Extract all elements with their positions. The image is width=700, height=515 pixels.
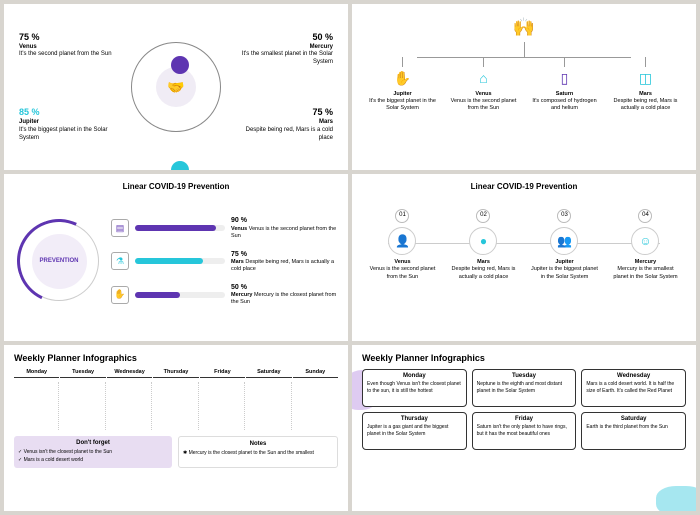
item-icon: ▯: [529, 69, 600, 89]
day-card: TuesdayNeptune is the eighth and most di…: [472, 369, 577, 407]
day-cell: [153, 382, 198, 430]
day-cell: [200, 382, 245, 430]
step-icon: 👥: [550, 227, 578, 255]
tree-item: ⌂VenusVenus is the second planet from th…: [448, 57, 519, 112]
bar-row: ✋50 %Mercury Mercury is the closest plan…: [111, 283, 338, 306]
day-cell: [60, 382, 105, 430]
day-card: MondayEven though Venus isn't the closes…: [362, 369, 467, 407]
row-icon: ⚗: [111, 252, 129, 270]
step-number: 02: [476, 209, 490, 223]
row-icon: ▤: [111, 219, 129, 237]
slide-prevention-steps: Linear COVID-19 Prevention 01👤VenusVenus…: [352, 174, 696, 340]
day-card: WednesdayMars is a cold desert world. It…: [581, 369, 686, 407]
day-cell: [293, 382, 338, 430]
slide-circle-diagram: 🤝 75 %VenusIt's the second planet from t…: [4, 4, 348, 170]
step-icon: 👤: [388, 227, 416, 255]
hands-icon: 🙌: [513, 17, 535, 38]
step-item: 03👥JupiterJupiter is the biggest planet …: [529, 209, 600, 280]
day-header: Thursday: [153, 367, 198, 378]
data-point: [171, 161, 189, 170]
data-label: 75 %MarsDespite being red, Mars is a col…: [233, 107, 333, 142]
item-icon: ✋: [367, 69, 438, 89]
tree-item: ◫MarsDespite being red, Mars is actually…: [610, 57, 681, 112]
step-icon: ●: [469, 227, 497, 255]
bar-row: ▤90 %Venus Venus is the second planet fr…: [111, 216, 338, 239]
list-item: ✓ Venus isn't the closest planet to the …: [18, 448, 168, 456]
slide-title: Linear COVID-19 Prevention: [362, 182, 686, 191]
bar-row: ⚗75 %Mars Despite being red, Mars is act…: [111, 250, 338, 273]
tree-item: ▯SaturnIt's composed of hydrogen and hel…: [529, 57, 600, 112]
blob-decoration: [656, 486, 696, 511]
day-cell: [14, 382, 59, 430]
list-item: ✓ Mars is a cold desert world: [18, 456, 168, 464]
dont-forget-box: Don't forget ✓ Venus isn't the closest p…: [14, 436, 172, 468]
data-label: 75 %VenusIt's the second planet from the…: [19, 32, 119, 59]
slide-title: Linear COVID-19 Prevention: [14, 182, 338, 191]
prevention-ring: PREVENTION: [19, 221, 99, 301]
tree-item: ✋JupiterIt's the biggest planet in the S…: [367, 57, 438, 112]
item-icon: ◫: [610, 69, 681, 89]
step-item: 04☺MercuryMercury is the smallest planet…: [610, 209, 681, 280]
day-header: Tuesday: [60, 367, 105, 378]
step-item: 01👤VenusVenus is the second planet from …: [367, 209, 438, 280]
notes-box: Notes ✱ Mercury is the closest planet to…: [178, 436, 338, 468]
step-icon: ☺: [631, 227, 659, 255]
slide-planner-grid: Weekly Planner Infographics MondayTuesda…: [4, 345, 348, 511]
step-number: 03: [557, 209, 571, 223]
slide-planner-cards: Weekly Planner Infographics MondayEven t…: [352, 345, 696, 511]
day-header: Saturday: [246, 367, 291, 378]
slide-tree: 🙌 ✋JupiterIt's the biggest planet in the…: [352, 4, 696, 170]
data-label: 85 %JupiterIt's the biggest planet in th…: [19, 107, 119, 142]
day-card: ThursdayJupiter is a gas giant and the b…: [362, 412, 467, 450]
day-cell: [246, 382, 291, 430]
row-icon: ✋: [111, 286, 129, 304]
day-header: Wednesday: [107, 367, 152, 378]
data-label: 50 %MercuryIt's the smallest planet in t…: [233, 32, 333, 67]
step-number: 04: [638, 209, 652, 223]
slide-prevention-bars: Linear COVID-19 Prevention PREVENTION ▤9…: [4, 174, 348, 340]
day-card: FridaySaturn isn't the only planet to ha…: [472, 412, 577, 450]
list-item: ✱ Mercury is the closest planet to the S…: [183, 449, 333, 457]
slide-title: Weekly Planner Infographics: [362, 353, 686, 363]
day-card: SaturdayEarth is the third planet from t…: [581, 412, 686, 450]
slide-title: Weekly Planner Infographics: [14, 353, 338, 363]
day-cell: [107, 382, 152, 430]
step-number: 01: [395, 209, 409, 223]
step-item: 02●MarsDespite being red, Mars is actual…: [448, 209, 519, 280]
day-header: Monday: [14, 367, 59, 378]
day-header: Sunday: [293, 367, 338, 378]
data-point: [171, 56, 189, 74]
day-header: Friday: [200, 367, 245, 378]
item-icon: ⌂: [448, 69, 519, 89]
